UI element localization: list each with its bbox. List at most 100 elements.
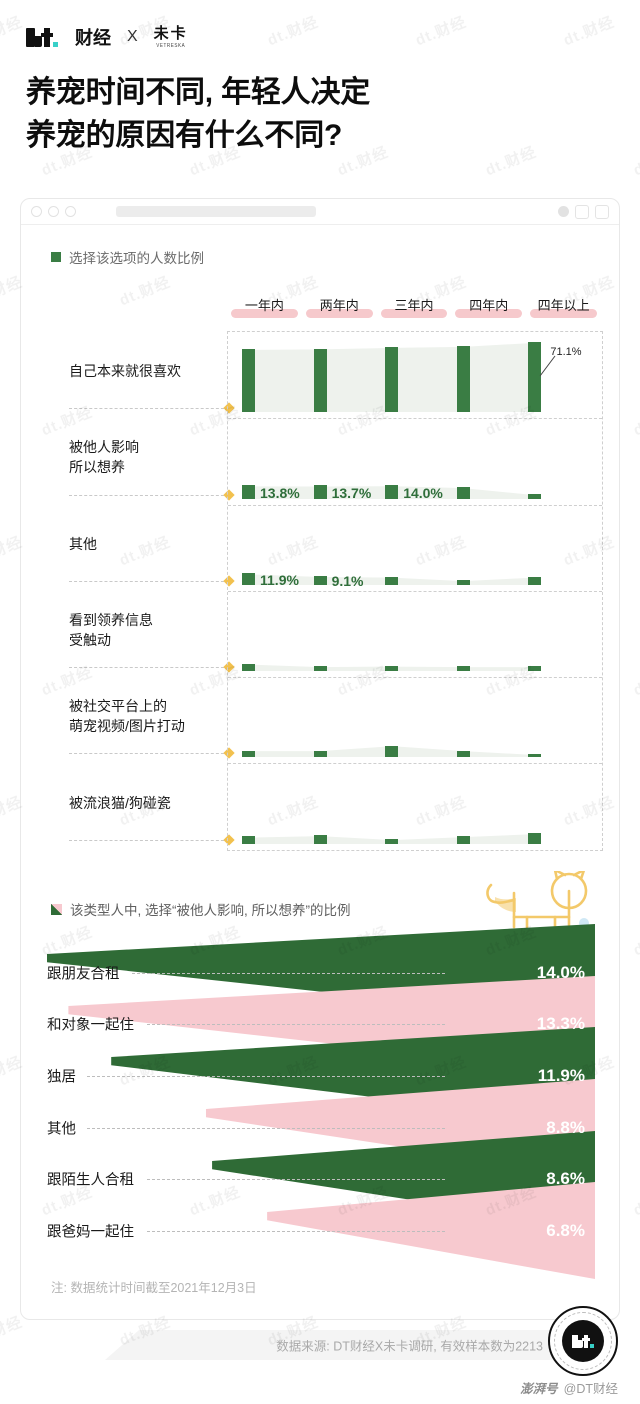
funnel-leader-dots: [132, 972, 445, 974]
bar-row-band: [248, 664, 535, 672]
platform-name: 澎湃号: [520, 1382, 558, 1396]
legend-bottom: 该类型人中, 选择“被他人影响, 所以想养”的比例: [51, 899, 351, 919]
bar[interactable]: [385, 838, 399, 844]
bar-row-inner: [238, 597, 596, 672]
address-bar[interactable]: [116, 206, 316, 217]
bar[interactable]: [242, 349, 255, 413]
row-connector-line: [69, 408, 229, 410]
bar[interactable]: [385, 347, 399, 413]
bar[interactable]: [313, 348, 327, 413]
row-label-text: 被社交平台上的 萌宠视频/图片打动: [69, 698, 185, 735]
bar[interactable]: [528, 754, 542, 758]
bar-row-4: [228, 677, 602, 765]
chrome-actions: [558, 204, 609, 219]
bar[interactable]: [456, 835, 470, 844]
bar[interactable]: [456, 750, 470, 758]
bar[interactable]: [242, 836, 255, 844]
camera-icon[interactable]: [575, 204, 589, 219]
funnel-leader-dots: [147, 1179, 445, 1181]
bar[interactable]: [313, 575, 327, 585]
dt-seal-logo-icon: [548, 1306, 618, 1376]
bar[interactable]: [313, 834, 327, 844]
bar[interactable]: [528, 666, 542, 672]
row-label-text: 自己本来就很喜欢: [69, 363, 181, 380]
brand-name-cn: 财经: [75, 28, 111, 48]
bar-row-0: 71.1%: [228, 332, 602, 420]
bar-value-label: 13.8%: [260, 484, 300, 501]
bar[interactable]: [385, 665, 399, 672]
row-label-3: 看到领养信息 受触动: [47, 590, 235, 676]
browser-chrome-bar: [21, 199, 619, 225]
funnel-row-label: 跟陌生人合租: [47, 1172, 134, 1189]
funnel-row-5[interactable]: 跟爸妈一起住 6.8%: [47, 1182, 595, 1280]
window-controls: [31, 206, 76, 217]
bar[interactable]: [456, 666, 470, 672]
funnel-chart: 跟朋友合租 14.0% 和对象一起住 13.3% 独居 11.9% 其他 8.8% 跟陌生人合租…: [47, 924, 595, 1280]
funnel-row-value: 6.8%: [546, 1220, 585, 1240]
row-label-2: 其他: [47, 504, 235, 590]
bar-value-label: 11.9%: [260, 572, 299, 589]
funnel-leader-dots: [87, 1075, 445, 1077]
headline-line-1: 养宠时间不同, 年轻人决定: [26, 76, 371, 109]
bar[interactable]: [456, 346, 470, 413]
bar[interactable]: [242, 750, 255, 758]
column-header-label: 四年以上: [537, 298, 590, 313]
headline-line-2: 养宠的原因有什么不同?: [26, 118, 343, 152]
bar-value-label: 13.7%: [331, 484, 372, 501]
close-icon[interactable]: [31, 206, 42, 217]
bar[interactable]: [313, 485, 327, 499]
row-connector-line: [69, 753, 229, 755]
source-text: 数据来源: DT财经X未卡调研, 有效样本数为2213: [276, 1339, 543, 1354]
bar[interactable]: [242, 663, 255, 672]
expand-icon[interactable]: [595, 204, 609, 219]
bar[interactable]: [456, 486, 470, 499]
legend-swatch-split-icon: [51, 903, 62, 915]
bar[interactable]: [456, 579, 470, 585]
source-strip-bg: [105, 1330, 575, 1360]
bar[interactable]: [385, 576, 399, 585]
bar[interactable]: [242, 484, 255, 499]
footer-credit: 澎湃号 @DT财经: [520, 1378, 618, 1397]
chart-note: 注: 数据统计时间截至2021年12月3日: [51, 1281, 257, 1295]
record-icon[interactable]: [558, 206, 569, 217]
funnel-row-label: 跟爸妈一起住: [47, 1224, 134, 1241]
bar[interactable]: [313, 750, 327, 758]
minimize-icon[interactable]: [48, 206, 59, 217]
account-name: @DT财经: [563, 1382, 618, 1396]
bar[interactable]: [528, 832, 542, 844]
funnel-row-value: 11.9%: [537, 1065, 585, 1085]
funnel-row-value: 8.6%: [546, 1169, 585, 1189]
row-connector-line: [69, 494, 229, 496]
collab-x-icon: X: [127, 28, 138, 45]
bar-row-inner: 13.8% 13.7% 14.0%: [238, 425, 596, 501]
callout-leader-line: [539, 355, 556, 377]
bar[interactable]: [528, 342, 542, 413]
column-header-3: 四年内: [451, 295, 526, 318]
chart-card: 选择该选项的人数比例 一年内 两年内 三年内 四年内 四年以上 自己本来就很喜欢 被他人影…: [20, 198, 620, 1320]
row-connector-line: [69, 839, 229, 841]
source-strip: 数据来源: DT财经X未卡调研, 有效样本数为2213: [105, 1330, 575, 1360]
row-connector-line: [69, 667, 229, 669]
funnel-row-label: 和对象一起住: [47, 1017, 134, 1034]
bar-row-inner: [238, 683, 596, 758]
bar[interactable]: [528, 576, 542, 585]
dt-logo-icon: [26, 27, 58, 47]
row-label-4: 被社交平台上的 萌宠视频/图片打动: [47, 676, 235, 762]
bar-row-inner: [238, 770, 596, 844]
maximize-icon[interactable]: [65, 206, 76, 217]
bar[interactable]: [313, 666, 327, 672]
funnel-row-label: 跟朋友合租: [47, 966, 120, 983]
legend-top: 选择该选项的人数比例: [51, 247, 204, 267]
row-label-text: 被流浪猫/狗碰瓷: [69, 794, 171, 811]
bar[interactable]: [242, 573, 255, 585]
funnel-row-value: 8.8%: [546, 1117, 585, 1137]
bar-value-label: 9.1%: [331, 573, 364, 590]
funnel-leader-dots: [147, 1024, 445, 1026]
column-header-1: 两年内: [302, 295, 377, 318]
legend-top-label: 选择该选项的人数比例: [69, 251, 204, 266]
bar[interactable]: [385, 745, 399, 758]
funnel-row-label: 独居: [47, 1069, 76, 1086]
bar[interactable]: [528, 493, 542, 499]
row-label-text: 看到领养信息 受触动: [69, 612, 153, 648]
bar[interactable]: [385, 484, 399, 499]
